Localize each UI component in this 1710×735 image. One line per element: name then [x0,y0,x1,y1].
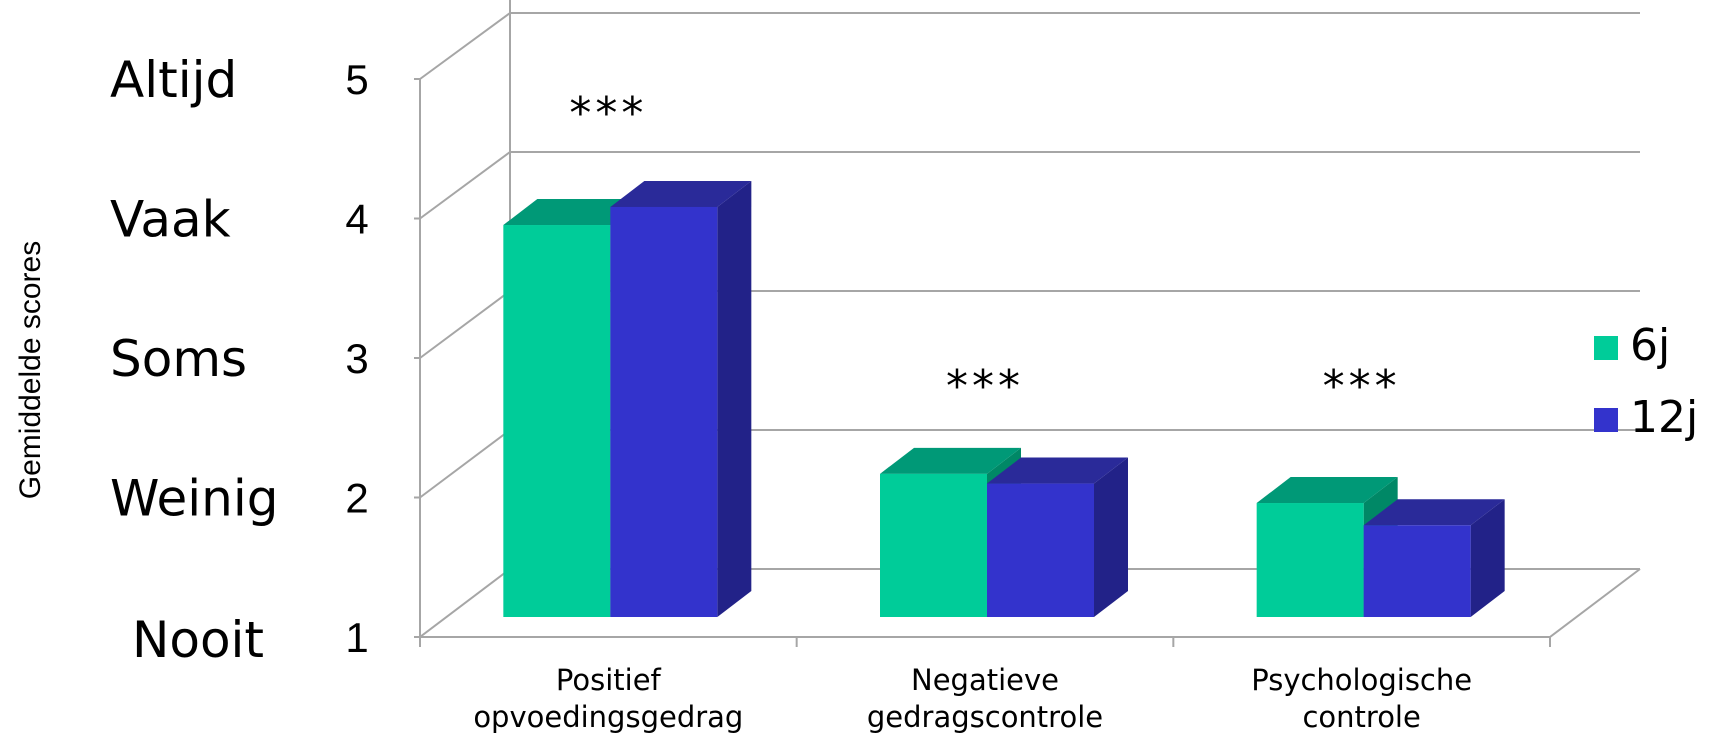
frequency-label: Altijd [110,51,237,109]
category-label: Positief [556,663,662,697]
bar-12j-1 [610,206,718,617]
significance-label: *** [1323,361,1401,412]
legend-swatch-12j [1594,408,1618,432]
bar-12j-2-top [987,457,1128,484]
legend-label-12j: 12j [1630,392,1698,443]
ytick-label-4: 4 [345,196,368,243]
frequency-label: Weinig [110,470,278,528]
bar-12j-2-side [1094,457,1128,617]
side-gridline-5 [419,12,511,80]
significance-label: *** [946,361,1024,412]
category-label: gedragscontrole [867,700,1103,734]
bar-6j-3-top [1256,477,1398,504]
bar-12j-2 [987,483,1094,617]
ytick-label-1: 1 [345,614,368,661]
bar-12j-1-side [717,180,752,617]
bar-6j-2-top [880,447,1021,474]
category-label: Psychologische [1251,663,1472,697]
floor-edge [1549,568,1641,638]
bar-12j-1-top [610,180,752,207]
category-label: Negatieve [911,663,1059,697]
side-gridline-4 [419,151,511,220]
ytick-label-5: 5 [345,56,368,103]
y-axis-title: Gemiddelde scores [14,241,47,499]
ytick-label-2: 2 [345,475,368,522]
legend-label-6j: 6j [1630,320,1670,371]
frequency-label: Vaak [110,191,231,249]
ytick-label-3: 3 [345,335,368,382]
category-label: opvoedingsgedrag [473,700,743,734]
bar-12j-3-side [1470,499,1505,617]
bar-12j-3-top [1363,499,1505,526]
side-gridline-1 [419,568,511,638]
frequency-label: Nooit [132,611,264,669]
bar-6j-2 [880,473,987,617]
significance-label: *** [569,88,647,139]
bar-6j-3 [1256,503,1364,617]
bar-12j-3 [1363,525,1471,617]
chart-bars [503,180,1505,617]
side-gridline-3 [419,290,511,359]
legend-swatch-6j [1594,336,1618,360]
bar-6j-1 [503,225,611,617]
category-label: controle [1302,700,1420,734]
bar-6j-1-top [503,199,645,226]
frequency-label: Soms [110,330,247,388]
side-gridline-2 [419,429,511,499]
